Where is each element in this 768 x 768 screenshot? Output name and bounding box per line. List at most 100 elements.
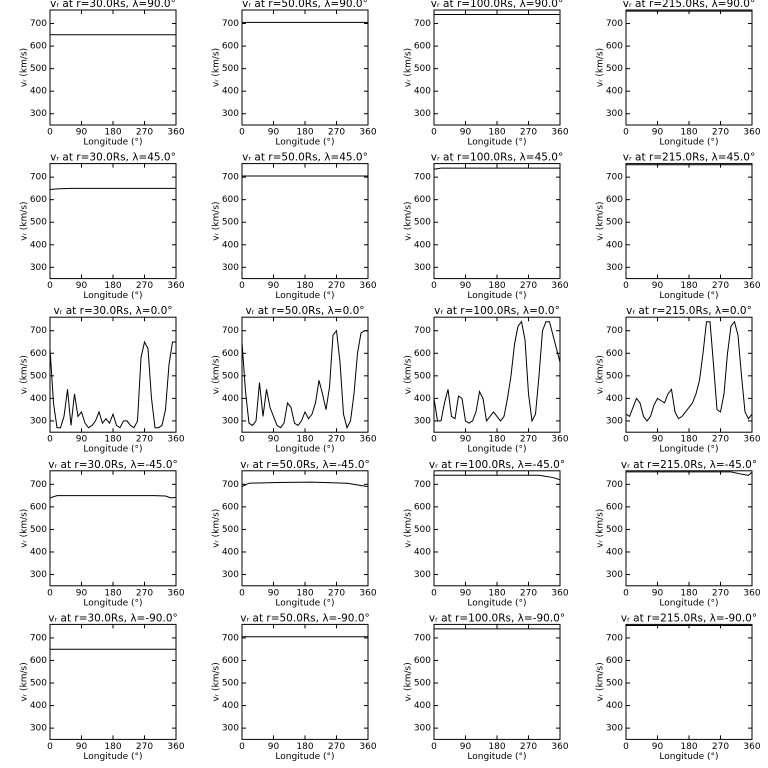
x-tick-label: 0 (47, 435, 53, 445)
x-axis-label: Longitude (°) (83, 752, 142, 762)
x-axis-label: Longitude (°) (467, 291, 526, 301)
x-tick-label: 0 (623, 128, 629, 138)
x-tick-label: 360 (359, 281, 376, 291)
y-tick-label: 300 (414, 724, 431, 734)
y-tick-label: 300 (222, 724, 239, 734)
chart-title: vᵣ at r=50.0Rs, λ=-90.0° (240, 612, 370, 624)
y-axis-label: vᵣ (km/s) (20, 509, 30, 548)
chart-title: vᵣ at r=215.0Rs, λ=90.0° (623, 0, 755, 10)
y-tick-label: 300 (414, 416, 431, 426)
y-tick-label: 400 (606, 394, 623, 404)
data-line (50, 495, 176, 499)
data-line (242, 481, 368, 488)
y-tick-label: 600 (30, 195, 47, 205)
x-tick-label: 0 (47, 281, 53, 291)
y-tick-label: 600 (222, 502, 239, 512)
y-tick-label: 300 (606, 724, 623, 734)
x-tick-label: 360 (359, 128, 376, 138)
y-tick-label: 500 (414, 525, 431, 535)
x-tick-label: 180 (104, 588, 121, 598)
panel: vᵣ at r=215.0Rs, λ=90.0° 0 90 180 270 360 300 4… (596, 0, 761, 148)
y-tick-label: 700 (606, 19, 623, 29)
x-axis-label: Longitude (°) (83, 138, 142, 148)
y-tick-label: 300 (30, 263, 47, 273)
x-axis-label: Longitude (°) (83, 598, 142, 608)
y-tick-label: 700 (414, 326, 431, 336)
x-tick-label: 180 (680, 128, 697, 138)
plot-frame (241, 623, 369, 740)
x-tick-label: 90 (652, 742, 664, 752)
x-tick-label: 360 (551, 128, 568, 138)
plot-frame (625, 9, 753, 126)
y-tick-label: 500 (606, 64, 623, 74)
y-tick-label: 600 (222, 656, 239, 666)
chart-title: vᵣ at r=100.0Rs, λ=-90.0° (429, 612, 565, 624)
x-axis-label: Longitude (°) (275, 291, 334, 301)
plot-frame (433, 316, 561, 433)
y-tick-label: 600 (30, 656, 47, 666)
x-tick-label: 90 (268, 742, 280, 752)
y-tick-label: 700 (606, 326, 623, 336)
y-tick-label: 400 (606, 547, 623, 557)
y-tick-label: 300 (414, 263, 431, 273)
chart-title: vᵣ at r=100.0Rs, λ=90.0° (431, 0, 563, 10)
y-axis-label: vᵣ (km/s) (596, 48, 606, 87)
y-tick-label: 600 (606, 502, 623, 512)
chart-title: vᵣ at r=50.0Rs, λ=90.0° (242, 0, 368, 10)
chart-title: vᵣ at r=30.0Rs, λ=0.0° (53, 305, 172, 317)
panel: vᵣ at r=100.0Rs, λ=45.0° 0 90 180 270 360 300 4… (404, 152, 569, 302)
x-tick-label: 270 (712, 588, 729, 598)
x-tick-label: 180 (488, 742, 505, 752)
x-tick-label: 180 (488, 435, 505, 445)
y-tick-label: 600 (414, 42, 431, 52)
y-tick-label: 300 (606, 570, 623, 580)
x-tick-label: 90 (652, 128, 664, 138)
y-tick-label: 400 (30, 240, 47, 250)
y-tick-label: 300 (606, 263, 623, 273)
x-axis-label: Longitude (°) (659, 291, 718, 301)
x-tick-label: 180 (680, 588, 697, 598)
x-tick-label: 360 (167, 742, 184, 752)
y-tick-label: 500 (414, 64, 431, 74)
chart-title: vᵣ at r=215.0Rs, λ=0.0° (626, 305, 752, 317)
x-tick-label: 0 (431, 435, 437, 445)
chart-title: vᵣ at r=30.0Rs, λ=-90.0° (48, 612, 178, 624)
y-tick-label: 700 (222, 19, 239, 29)
y-tick-label: 700 (414, 633, 431, 643)
y-tick-label: 700 (222, 633, 239, 643)
y-tick-label: 400 (414, 547, 431, 557)
y-tick-label: 300 (414, 109, 431, 119)
x-axis-label: Longitude (°) (275, 445, 334, 455)
y-tick-label: 500 (30, 218, 47, 228)
x-tick-label: 360 (359, 435, 376, 445)
y-tick-label: 700 (414, 480, 431, 490)
y-tick-label: 700 (30, 19, 47, 29)
x-tick-label: 270 (520, 742, 537, 752)
data-line (242, 329, 368, 430)
y-axis-label: vᵣ (km/s) (20, 662, 30, 701)
x-tick-label: 360 (359, 588, 376, 598)
data-line (626, 471, 752, 476)
plot-frame (241, 316, 369, 433)
panel: vᵣ at r=215.0Rs, λ=45.0° 0 90 180 270 360 300 4… (596, 152, 761, 302)
x-tick-label: 0 (431, 742, 437, 752)
x-tick-label: 90 (76, 742, 88, 752)
y-tick-label: 400 (30, 394, 47, 404)
panel: vᵣ at r=50.0Rs, λ=-45.0° 0 90 180 270 360 300 4… (212, 459, 377, 609)
x-tick-label: 270 (328, 435, 345, 445)
x-tick-label: 180 (296, 742, 313, 752)
y-tick-label: 600 (414, 195, 431, 205)
chart-title: vᵣ at r=100.0Rs, λ=45.0° (431, 152, 563, 164)
y-tick-label: 600 (222, 349, 239, 359)
x-tick-label: 360 (551, 588, 568, 598)
y-axis-label: vᵣ (km/s) (404, 201, 414, 240)
y-tick-label: 500 (30, 64, 47, 74)
y-axis-label: vᵣ (km/s) (596, 662, 606, 701)
plot-frame (625, 623, 753, 740)
plot-frame (433, 470, 561, 587)
y-tick-label: 400 (30, 701, 47, 711)
chart-title: vᵣ at r=100.0Rs, λ=0.0° (434, 305, 560, 317)
chart-title: vᵣ at r=100.0Rs, λ=-45.0° (429, 459, 565, 471)
x-tick-label: 90 (460, 435, 472, 445)
x-tick-label: 360 (551, 281, 568, 291)
